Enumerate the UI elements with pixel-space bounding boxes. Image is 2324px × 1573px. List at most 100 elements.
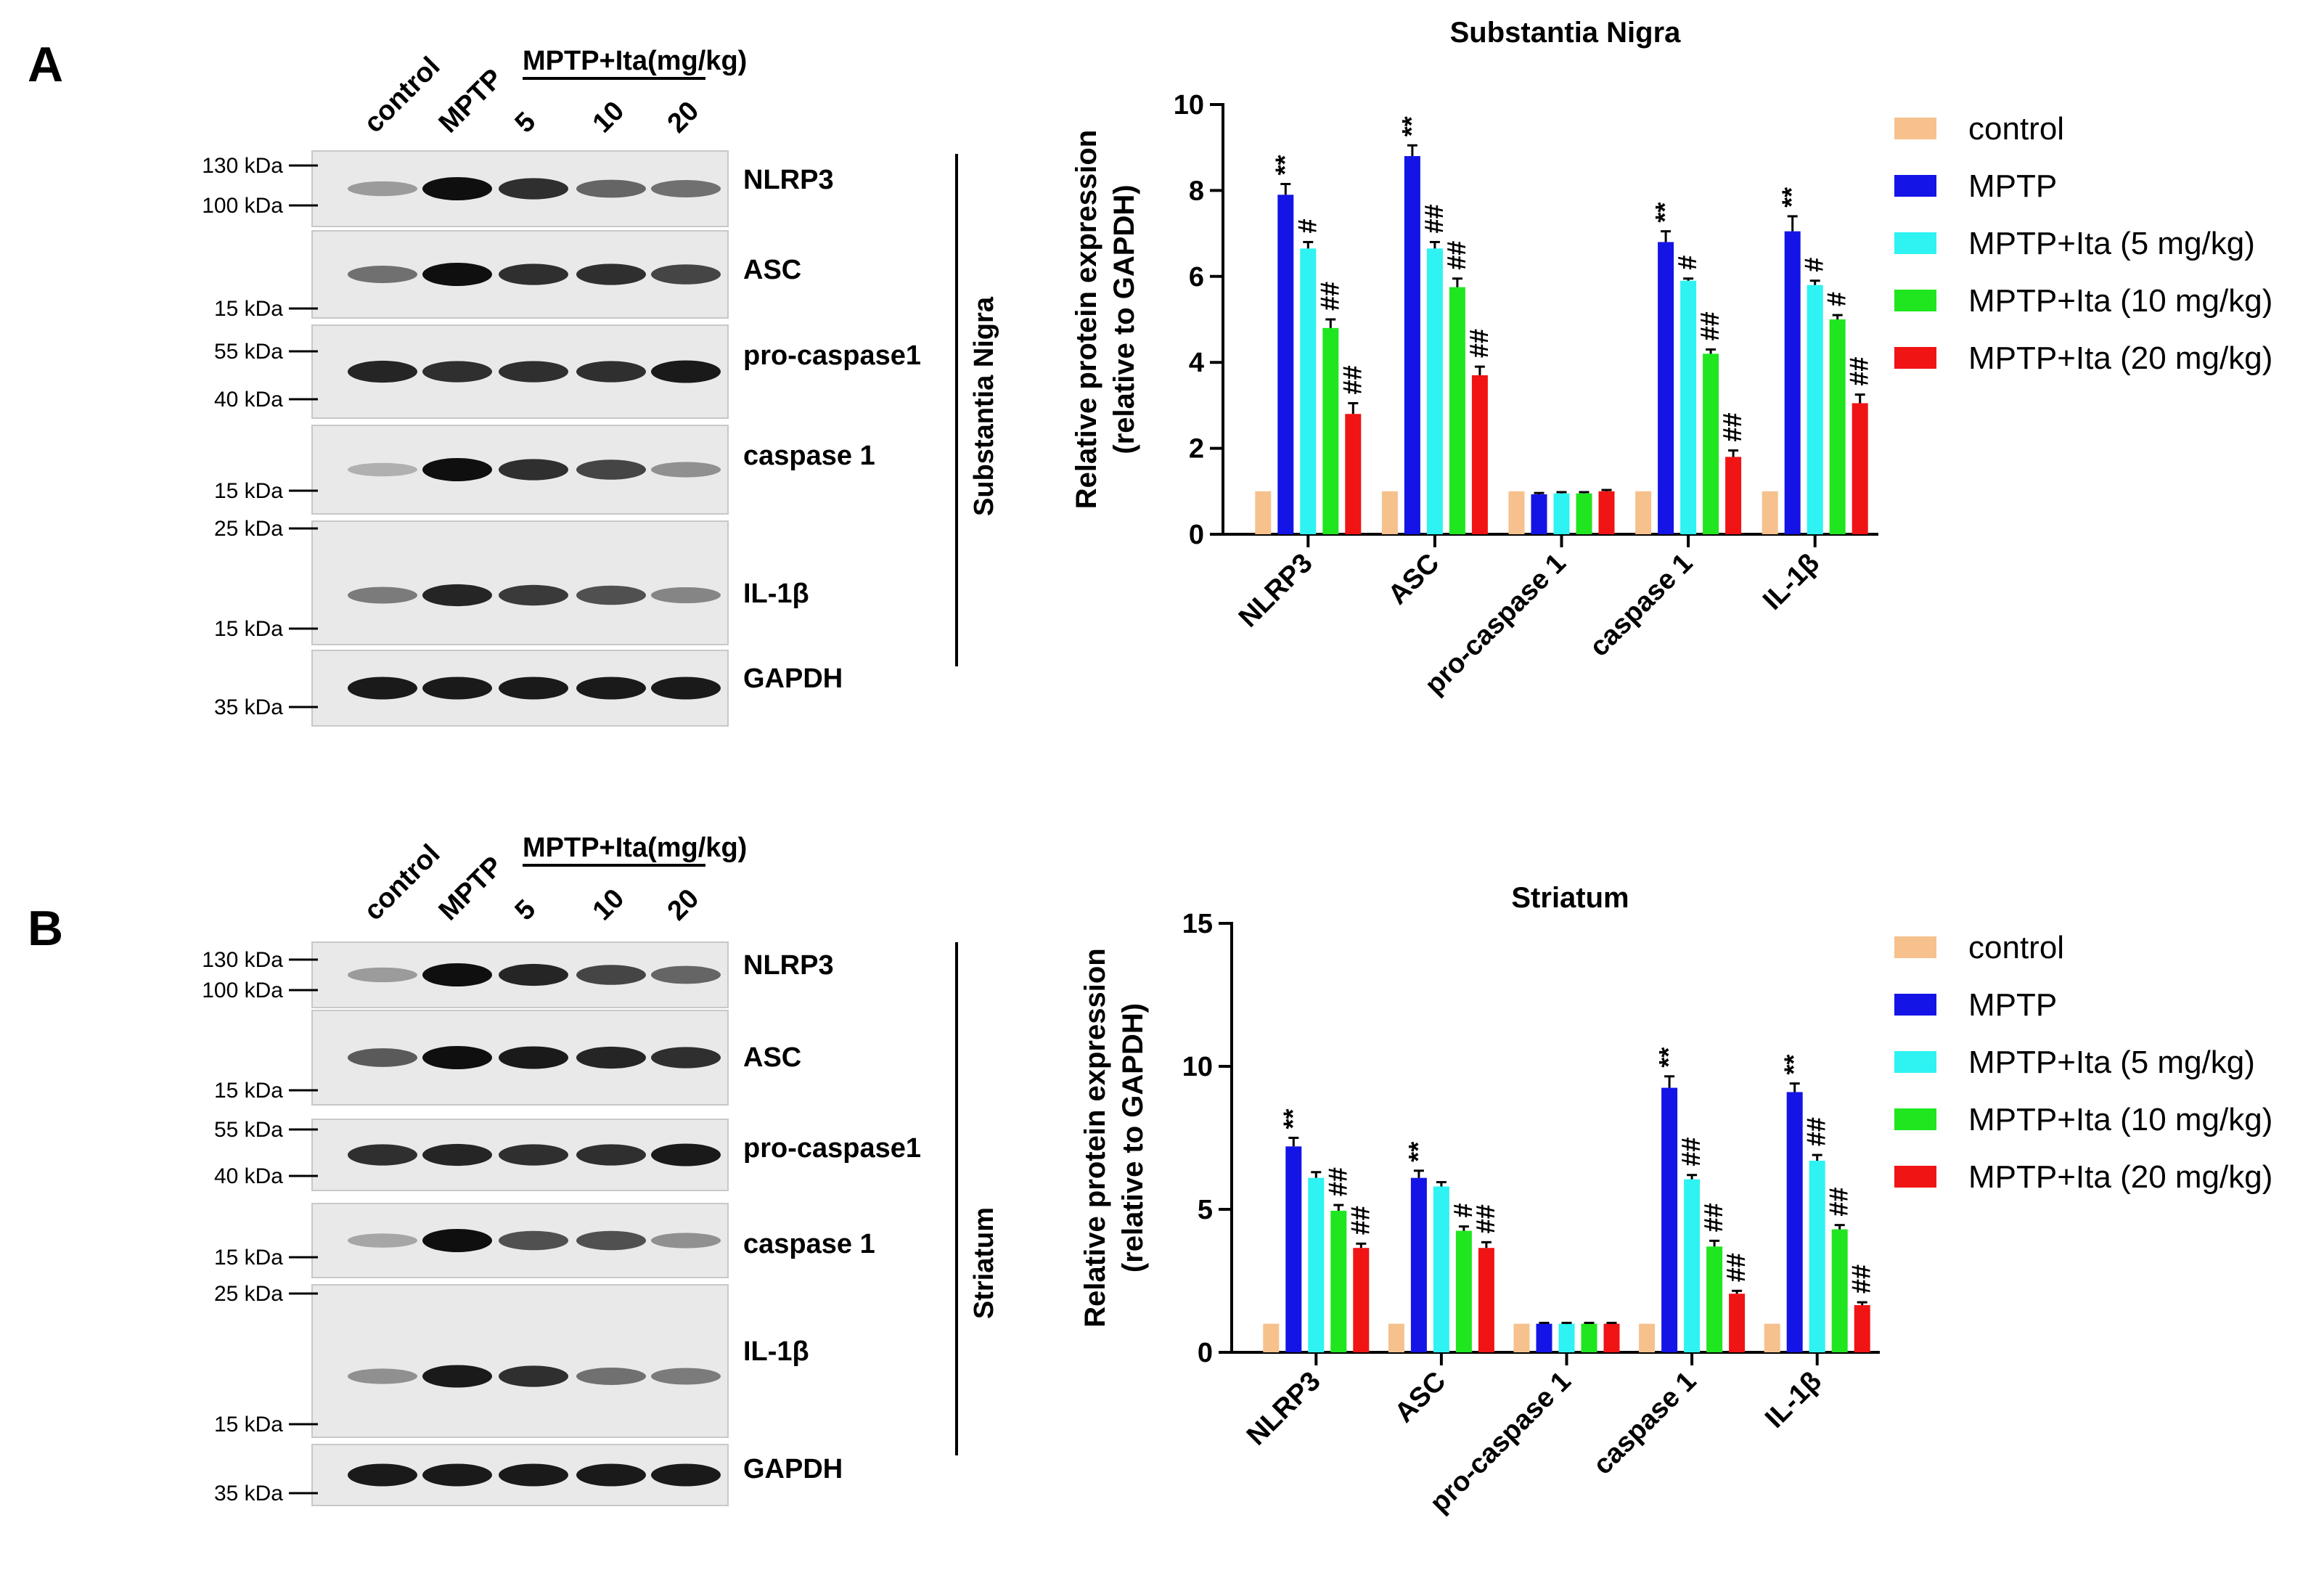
blot-strip-caspase 1	[311, 1203, 729, 1278]
significance-mark: ##	[1441, 241, 1471, 270]
protein-label-3: caspase 1	[743, 441, 875, 471]
bar-4-2	[1598, 491, 1615, 534]
band-3	[576, 1144, 646, 1166]
band-2	[499, 1144, 568, 1166]
blot-strip-ASC	[311, 1010, 729, 1106]
lane-label-4: 20	[662, 883, 705, 927]
category-label-3: caspase 1	[1587, 1366, 1702, 1481]
y-tick-label-0: 0	[1198, 1338, 1213, 1368]
protein-label-5: GAPDH	[743, 1454, 843, 1484]
bar-4-1	[1471, 375, 1488, 534]
band-1	[422, 177, 492, 200]
significance-mark: ##	[1419, 204, 1449, 233]
bar-4-2	[1603, 1323, 1620, 1352]
significance-mark: ##	[1464, 329, 1494, 358]
band-0	[348, 1048, 417, 1067]
legend-swatch-1	[1894, 994, 1936, 1016]
band-0	[348, 360, 417, 383]
significance-mark: **	[1779, 1055, 1809, 1075]
band-1	[422, 1046, 492, 1069]
band-0	[348, 587, 417, 604]
significance-mark: #	[1448, 1204, 1478, 1218]
band-2	[499, 1046, 568, 1069]
significance-mark: #	[1822, 292, 1852, 306]
bar-2-2	[1558, 1323, 1575, 1352]
mw-marker-3: 55 kDa	[214, 1118, 283, 1142]
region-label: Striatum	[969, 1207, 999, 1319]
lane-label-1: MPTP	[433, 851, 509, 926]
y-tick-label-3: 15	[1182, 909, 1213, 939]
protein-label-0: NLRP3	[743, 165, 834, 195]
band-2	[499, 1365, 568, 1387]
significance-mark: ##	[1345, 1206, 1375, 1235]
bar-4-1	[1478, 1248, 1494, 1352]
band-3	[576, 1368, 646, 1385]
bar-4-4	[1852, 403, 1868, 534]
band-1	[422, 963, 492, 986]
bar-1-2	[1531, 494, 1547, 534]
band-3	[576, 1046, 646, 1069]
bar-chart-striatum: Striatum Relative protein expression (rela…	[1079, 882, 1880, 1519]
bar-2-4	[1809, 1161, 1825, 1352]
mw-marker-4: 40 kDa	[214, 1164, 283, 1188]
band-0	[348, 462, 417, 477]
bar-2-1	[1433, 1186, 1449, 1352]
blot-strip-ASC	[311, 230, 729, 319]
y-axis-title: Relative protein expression	[1079, 948, 1111, 1327]
significance-mark: #	[1672, 256, 1702, 270]
legend-label-1: MPTP	[1968, 987, 2057, 1023]
mw-marker-7: 15 kDa	[214, 617, 283, 641]
legend-swatch-4	[1894, 347, 1936, 369]
legend-label-4: MPTP+Ita (20 mg/kg)	[1968, 340, 2272, 376]
y-tick-label-3: 6	[1189, 262, 1204, 293]
panel-letter-a: A	[28, 37, 63, 92]
legend-swatch-3	[1894, 1108, 1936, 1130]
bar-2-3	[1684, 1179, 1701, 1352]
band-3	[576, 263, 646, 285]
significance-mark: **	[1777, 187, 1807, 208]
band-1	[422, 458, 492, 481]
significance-mark: **	[1403, 1142, 1433, 1162]
significance-mark: **	[1277, 1108, 1307, 1129]
band-1	[422, 1143, 492, 1167]
y-axis-subtitle: (relative to GAPDH)	[1117, 1003, 1149, 1272]
lane-label-2: 5	[510, 894, 542, 927]
mw-marker-5: 15 kDa	[214, 1246, 283, 1270]
lane-label-1: MPTP	[433, 63, 509, 139]
significance-mark: ##	[1470, 1204, 1500, 1233]
bar-4-0	[1353, 1248, 1370, 1352]
band-4	[651, 462, 721, 478]
band-2	[499, 1463, 568, 1487]
band-4	[651, 1233, 721, 1249]
legend-label-3: MPTP+Ita (10 mg/kg)	[1968, 1102, 2272, 1137]
band-0	[348, 1463, 417, 1487]
bar-3-4	[1829, 319, 1846, 534]
band-3	[576, 965, 646, 985]
protein-label-2: pro-caspase1	[743, 1133, 921, 1164]
bar-3-1	[1455, 1230, 1472, 1352]
band-4	[651, 587, 721, 604]
mw-marker-1: 100 kDa	[202, 978, 283, 1002]
mw-marker-3: 55 kDa	[214, 340, 283, 364]
bar-1-2	[1536, 1323, 1552, 1352]
bar-4-4	[1854, 1304, 1870, 1352]
bar-0-4	[1764, 1323, 1780, 1352]
band-1	[422, 1229, 492, 1252]
bar-chart-substantia-nigra: Substantia Nigra Relative protein express…	[1071, 17, 1878, 700]
lane-label-2: 5	[510, 107, 542, 139]
lane-label-0: control	[359, 839, 446, 927]
blot-strip-NLRP3	[311, 150, 729, 227]
legend-striatum: control MPTP MPTP+Ita (5 mg/kg) MPTP+Ita (1…	[1894, 930, 2272, 1195]
bar-0-3	[1635, 491, 1652, 534]
bar-3-2	[1581, 1323, 1597, 1352]
legend-label-4: MPTP+Ita (20 mg/kg)	[1968, 1159, 2272, 1195]
legend-swatch-4	[1894, 1166, 1936, 1188]
bar-1-4	[1786, 1092, 1803, 1352]
mw-marker-6: 25 kDa	[214, 1282, 283, 1306]
bar-0-4	[1762, 491, 1778, 534]
y-axis-subtitle: (relative to GAPDH)	[1108, 184, 1140, 454]
protein-label-4: IL-1β	[743, 1336, 809, 1367]
significance-mark: ##	[1698, 1203, 1728, 1232]
bar-2-4	[1807, 285, 1823, 534]
